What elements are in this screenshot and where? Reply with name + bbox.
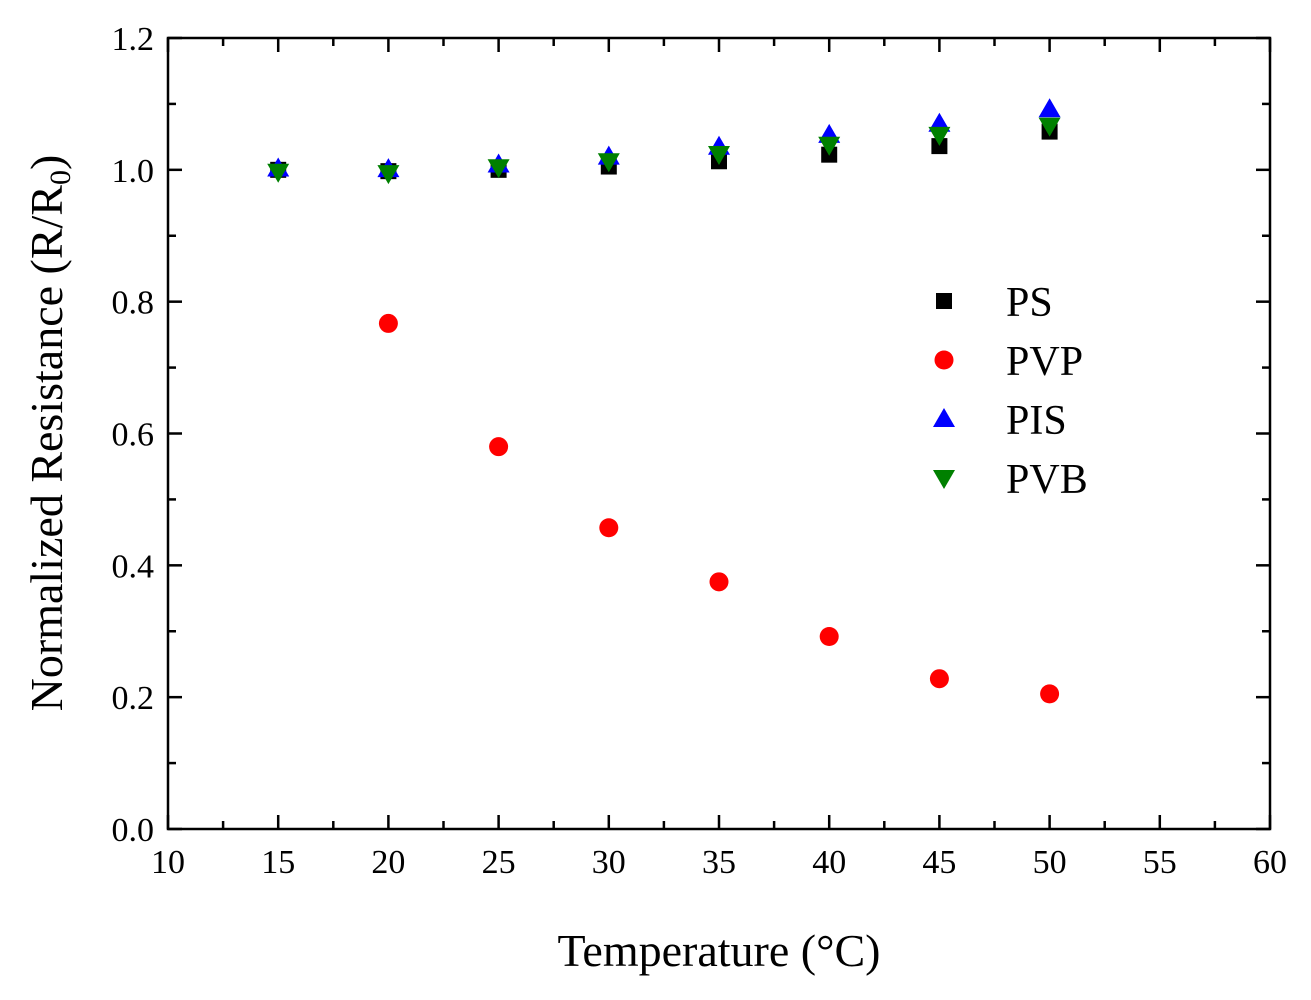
x-tick-label: 10 bbox=[151, 844, 185, 881]
y-tick-label: 0.0 bbox=[112, 812, 155, 849]
legend-marker-pvp bbox=[934, 350, 954, 370]
legend-label-pvp: PVP bbox=[1006, 339, 1083, 385]
data-point-pvp bbox=[599, 518, 619, 538]
y-axis-ticks: 0.0 0.2 0.4 0.6 0.8 1.0 1.2 bbox=[112, 21, 1270, 849]
y-tick-label: 1.0 bbox=[112, 153, 155, 190]
data-point-pvb bbox=[818, 136, 841, 156]
y-axis-title-main: Normalized Resistance (R/R bbox=[21, 185, 72, 712]
y-axis-title: Normalized Resistance (R/R0) bbox=[21, 155, 77, 712]
data-point-pvb bbox=[1038, 117, 1061, 137]
x-tick-label: 45 bbox=[922, 844, 956, 881]
data-point-pvb bbox=[597, 153, 620, 173]
data-point-pvp bbox=[819, 627, 839, 647]
y-axis-title-end: ) bbox=[21, 155, 72, 170]
x-tick-label: 20 bbox=[371, 844, 405, 881]
series-pvp bbox=[378, 313, 1060, 704]
legend-marker-pvb bbox=[933, 470, 955, 489]
data-points bbox=[267, 98, 1061, 704]
x-tick-label: 55 bbox=[1143, 844, 1177, 881]
y-tick-label: 0.4 bbox=[112, 548, 155, 585]
data-point-pvb bbox=[708, 146, 730, 166]
data-point-pis bbox=[1038, 98, 1061, 118]
data-point-pvp bbox=[489, 437, 509, 457]
x-axis-title: Temperature (°C) bbox=[558, 925, 881, 976]
data-point-pvb bbox=[487, 159, 510, 179]
y-tick-label: 1.2 bbox=[112, 21, 155, 58]
legend-label-pvb: PVB bbox=[1006, 457, 1088, 503]
data-point-pvb bbox=[928, 126, 951, 146]
y-axis-title-subscript: 0 bbox=[44, 170, 77, 185]
data-point-pvp bbox=[929, 669, 949, 689]
legend-marker-pis bbox=[933, 408, 955, 427]
x-axis-ticks: 10 15 20 25 30 35 40 45 50 55 60 bbox=[151, 38, 1287, 881]
data-point-pvp bbox=[709, 572, 729, 592]
x-tick-label: 35 bbox=[702, 844, 736, 881]
data-point-pvp bbox=[1040, 684, 1060, 704]
data-point-pvb bbox=[267, 163, 290, 183]
y-tick-label: 0.2 bbox=[112, 680, 155, 717]
y-tick-label: 0.8 bbox=[112, 285, 155, 322]
legend-label-ps: PS bbox=[1006, 280, 1053, 326]
x-tick-label: 40 bbox=[812, 844, 846, 881]
legend-label-pis: PIS bbox=[1006, 398, 1067, 444]
x-tick-label: 25 bbox=[482, 844, 516, 881]
legend: PS PVP PIS PVB bbox=[933, 280, 1088, 503]
x-tick-label: 15 bbox=[261, 844, 295, 881]
y-tick-label: 0.6 bbox=[112, 417, 155, 454]
legend-marker-ps bbox=[936, 293, 952, 309]
x-tick-label: 50 bbox=[1033, 844, 1067, 881]
data-point-pvp bbox=[378, 313, 398, 333]
data-point-ps bbox=[931, 138, 948, 155]
data-point-pvb bbox=[377, 165, 400, 185]
x-tick-label: 30 bbox=[592, 844, 626, 881]
x-tick-label: 60 bbox=[1253, 844, 1287, 881]
series-pvb bbox=[267, 117, 1061, 185]
